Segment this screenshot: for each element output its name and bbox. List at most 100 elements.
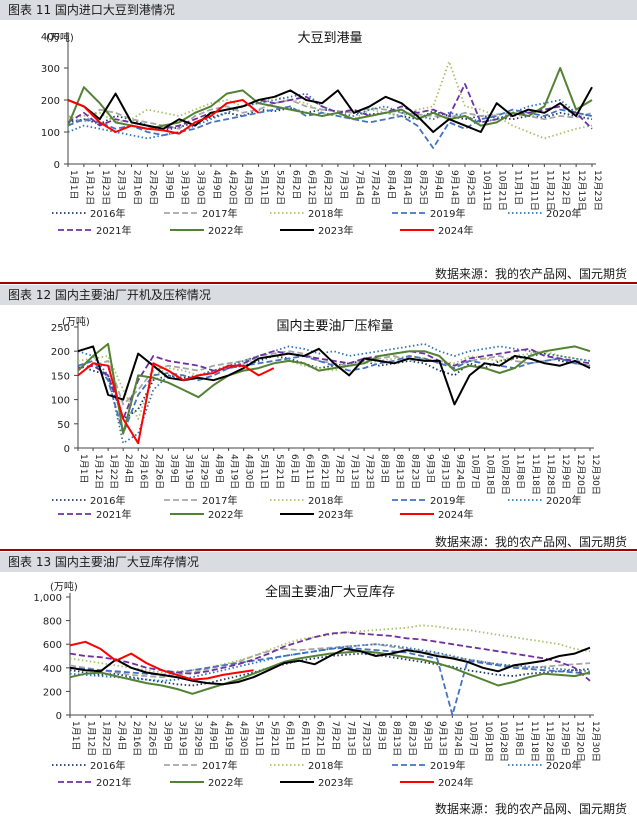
x-tick-label: 2月16日 bbox=[132, 170, 143, 205]
series-line-2022年 bbox=[77, 342, 591, 435]
legend-label: 2022年 bbox=[208, 508, 243, 521]
x-tick-label: 4月9日 bbox=[214, 454, 225, 483]
x-tick-label: 5月11日 bbox=[259, 170, 270, 205]
y-tick-label: 1,000 bbox=[33, 593, 62, 604]
x-tick-label: 8月3日 bbox=[376, 721, 387, 750]
x-tick-label: 6月1日 bbox=[289, 454, 300, 483]
legend-label: 2018年 bbox=[308, 759, 343, 772]
x-tick-label: 5月22日 bbox=[274, 170, 285, 205]
series-line-2021年 bbox=[69, 631, 591, 682]
x-tick-label: 8月13日 bbox=[394, 454, 405, 489]
x-tick-label: 2月4日 bbox=[116, 721, 127, 750]
x-tick-label: 2月16日 bbox=[131, 721, 142, 756]
y-tick-label: 600 bbox=[43, 640, 62, 651]
legend-label: 2020年 bbox=[546, 494, 581, 507]
legend-label: 2024年 bbox=[438, 776, 473, 789]
x-tick-label: 4月9日 bbox=[208, 721, 219, 750]
x-tick-label: 3月29日 bbox=[198, 454, 209, 489]
chart-title: 全国主要油厂大豆库存 bbox=[265, 584, 395, 600]
x-tick-label: 9月4日 bbox=[433, 170, 444, 199]
legend-label: 2019年 bbox=[430, 759, 465, 772]
divider bbox=[0, 549, 637, 551]
figure-13-header: 图表 13 国内主要油厂大豆库存情况 bbox=[0, 552, 637, 572]
x-tick-label: 10月11日 bbox=[481, 170, 492, 211]
y-axis-label: (万吨) bbox=[46, 31, 74, 44]
x-tick-label: 4月19日 bbox=[229, 454, 240, 489]
x-tick-label: 10月21日 bbox=[497, 170, 508, 211]
x-tick-label: 3月30日 bbox=[195, 170, 206, 205]
series-line-2024年 bbox=[67, 99, 260, 135]
x-tick-label: 6月11日 bbox=[304, 454, 315, 489]
legend-label: 2023年 bbox=[318, 224, 353, 237]
x-tick-label: 12月9日 bbox=[559, 721, 570, 756]
x-tick-label: 6月2日 bbox=[290, 170, 301, 199]
x-tick-label: 2月16日 bbox=[138, 454, 149, 489]
x-tick-label: 8月23日 bbox=[409, 454, 420, 489]
legend-label: 2020年 bbox=[546, 759, 581, 772]
figure-11-header: 图表 11 国内进口大豆到港情况 bbox=[0, 0, 637, 20]
y-tick-label: 150 bbox=[51, 371, 70, 382]
y-tick-label: 200 bbox=[51, 347, 70, 358]
x-tick-label: 1月12日 bbox=[93, 454, 104, 489]
figure-13-source: 数据来源：我的农产品网、国元期货 bbox=[434, 802, 627, 816]
x-tick-label: 10月28日 bbox=[498, 721, 509, 762]
series-line-2023年 bbox=[69, 646, 591, 686]
x-tick-label: 9月24日 bbox=[452, 721, 463, 756]
x-tick-label: 5月21日 bbox=[274, 454, 285, 489]
series-line-2016年 bbox=[67, 107, 593, 132]
x-tick-label: 8月13日 bbox=[391, 721, 402, 756]
x-tick-label: 1月22日 bbox=[108, 454, 119, 489]
x-tick-label: 12月13日 bbox=[576, 170, 587, 211]
y-tick-label: 0 bbox=[56, 711, 62, 722]
x-tick-label: 12月20日 bbox=[575, 454, 586, 495]
x-tick-label: 10月18日 bbox=[485, 454, 496, 495]
x-tick-label: 2月26日 bbox=[147, 170, 158, 205]
x-tick-label: 9月3日 bbox=[422, 721, 433, 750]
legend-label: 2018年 bbox=[308, 207, 343, 220]
x-tick-label: 5月11日 bbox=[254, 721, 265, 756]
x-tick-label: 1月12日 bbox=[85, 721, 96, 756]
x-tick-label: 7月3日 bbox=[338, 170, 349, 199]
legend-label: 2016年 bbox=[90, 494, 125, 507]
x-tick-label: 11月18日 bbox=[529, 721, 540, 762]
y-tick-label: 200 bbox=[43, 687, 62, 698]
x-tick-label: 1月1日 bbox=[68, 170, 79, 199]
y-tick-label: 0 bbox=[64, 444, 70, 455]
x-tick-label: 7月23日 bbox=[361, 721, 372, 756]
x-tick-label: 9月24日 bbox=[454, 454, 465, 489]
legend-label: 2021年 bbox=[96, 508, 131, 521]
series-line-2023年 bbox=[67, 86, 593, 133]
legend-label: 2022年 bbox=[208, 224, 243, 237]
y-tick-label: 400 bbox=[41, 32, 60, 43]
figure-12-source: 数据来源：我的农产品网、国元期货 bbox=[434, 535, 627, 549]
divider bbox=[0, 282, 637, 284]
y-axis-label: (万吨) bbox=[50, 580, 78, 593]
legend-label: 2023年 bbox=[318, 776, 353, 789]
y-tick-label: 200 bbox=[41, 96, 60, 107]
x-tick-label: 1月1日 bbox=[70, 721, 81, 750]
arrival-chart: 0 100 200 300 400(万吨) 大豆到港量 1月1日 1月12日 1月23日 2月3日… bbox=[41, 31, 603, 237]
x-tick-label: 4月20日 bbox=[227, 170, 238, 205]
x-tick-label: 6月1日 bbox=[284, 721, 295, 750]
x-tick-label: 12月2日 bbox=[560, 170, 571, 205]
legend-label: 2016年 bbox=[90, 759, 125, 772]
x-tick-label: 11月28日 bbox=[544, 721, 555, 762]
legend-label: 2024年 bbox=[438, 224, 473, 237]
x-tick-label: 2月26日 bbox=[146, 721, 157, 756]
x-tick-label: 4月19日 bbox=[223, 721, 234, 756]
x-tick-label: 12月9日 bbox=[560, 454, 571, 489]
x-tick-label: 1月12日 bbox=[84, 170, 95, 205]
x-tick-label: 12月23日 bbox=[592, 170, 603, 211]
x-tick-label: 3月19日 bbox=[177, 721, 188, 756]
x-tick-label: 2月3日 bbox=[116, 170, 127, 199]
x-tick-label: 9月14日 bbox=[449, 170, 460, 205]
x-tick-label: 1月23日 bbox=[100, 170, 111, 205]
series-line-2022年 bbox=[69, 650, 591, 695]
x-tick-label: 7月13日 bbox=[345, 721, 356, 756]
x-tick-label: 6月11日 bbox=[299, 721, 310, 756]
x-tick-label: 3月29日 bbox=[192, 721, 203, 756]
x-tick-label: 5月11日 bbox=[259, 454, 270, 489]
crush-chart: 0 50 100 150 200 250(万吨) 国内主要油厂压榨量 1月1日 1月12日 1月2… bbox=[51, 315, 601, 521]
series-line-2016年 bbox=[69, 652, 591, 687]
x-tick-label: 10月7日 bbox=[470, 454, 481, 489]
